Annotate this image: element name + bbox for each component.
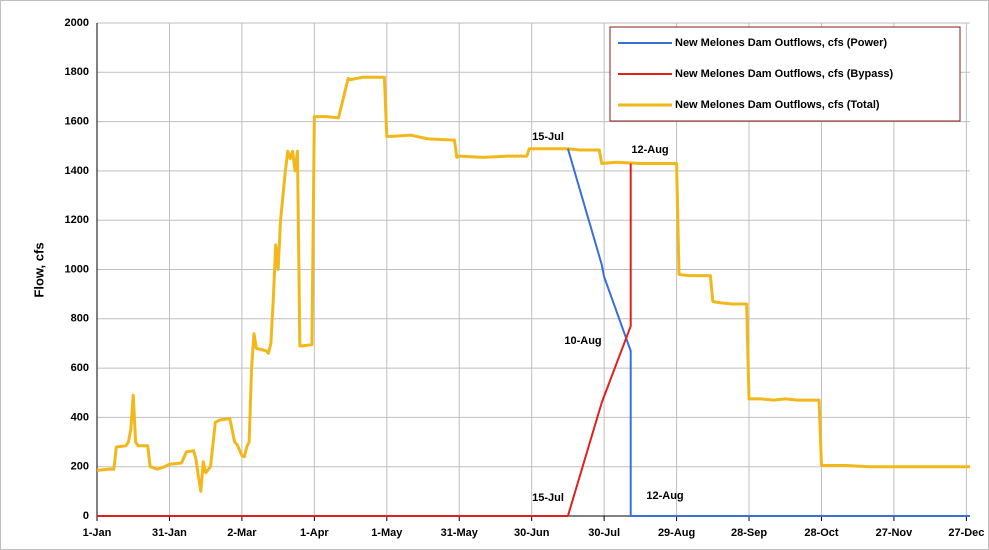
- y-tick-label: 0: [83, 510, 89, 522]
- y-tick-label: 200: [71, 461, 89, 473]
- series-line: [96, 75, 970, 493]
- legend-label: New Melones Dam Outflows, cfs (Total): [675, 99, 880, 111]
- x-tick-label: 28-Oct: [804, 527, 839, 539]
- series-line: [566, 148, 970, 517]
- y-tick-label: 2000: [65, 17, 89, 29]
- x-tick-label: 30-Jul: [588, 527, 620, 539]
- annotation: 12-Aug: [631, 144, 668, 156]
- annotation: 10-Aug: [564, 335, 601, 347]
- legend-label: New Melones Dam Outflows, cfs (Bypass): [675, 68, 894, 80]
- x-tick-label: 2-Mar: [227, 527, 257, 539]
- x-tick-label: 31-May: [441, 527, 479, 539]
- x-tick-label: 1-Apr: [300, 527, 329, 539]
- x-tick-label: 30-Jun: [514, 527, 550, 539]
- y-tick-label: 1400: [65, 165, 89, 177]
- y-axis-label: Flow, cfs: [31, 242, 46, 297]
- y-tick-label: 1000: [65, 263, 89, 275]
- x-tick-label: 27-Nov: [876, 527, 914, 539]
- y-tick-label: 1800: [65, 66, 89, 78]
- x-tick-label: 31-Jan: [152, 527, 187, 539]
- y-tick-label: 1200: [65, 214, 89, 226]
- x-tick-label: 1-Jan: [83, 527, 112, 539]
- x-tick-label: 27-Dec: [948, 527, 984, 539]
- x-tick-label: 29-Aug: [658, 527, 695, 539]
- x-tick-label: 1-May: [371, 527, 403, 539]
- annotation: 12-Aug: [646, 490, 683, 502]
- y-tick-label: 800: [71, 313, 89, 325]
- annotation: 15-Jul: [532, 131, 564, 143]
- annotation: 15-Jul: [532, 492, 564, 504]
- y-tick-label: 600: [71, 362, 89, 374]
- legend-label: New Melones Dam Outflows, cfs (Power): [675, 37, 887, 49]
- series-line: [97, 163, 632, 517]
- y-tick-label: 400: [71, 411, 89, 423]
- y-tick-label: 1600: [65, 116, 89, 128]
- x-tick-label: 28-Sep: [731, 527, 767, 539]
